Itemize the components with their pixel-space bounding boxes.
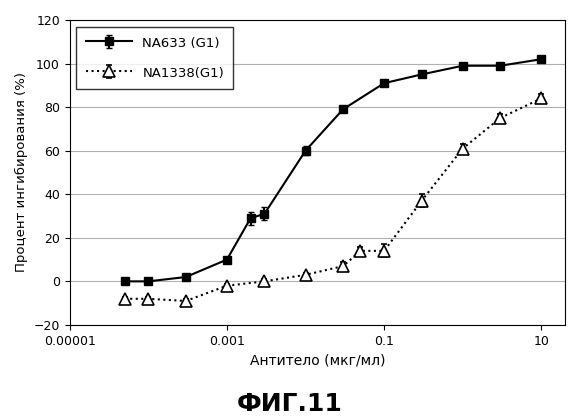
X-axis label: Антитело (мкг/мл): Антитело (мкг/мл)	[249, 353, 385, 367]
Legend: NA633 (G1), NA1338(G1): NA633 (G1), NA1338(G1)	[77, 26, 233, 89]
Y-axis label: Процент ингибирования (%): Процент ингибирования (%)	[15, 73, 28, 273]
Text: ФИГ.11: ФИГ.11	[237, 392, 343, 416]
